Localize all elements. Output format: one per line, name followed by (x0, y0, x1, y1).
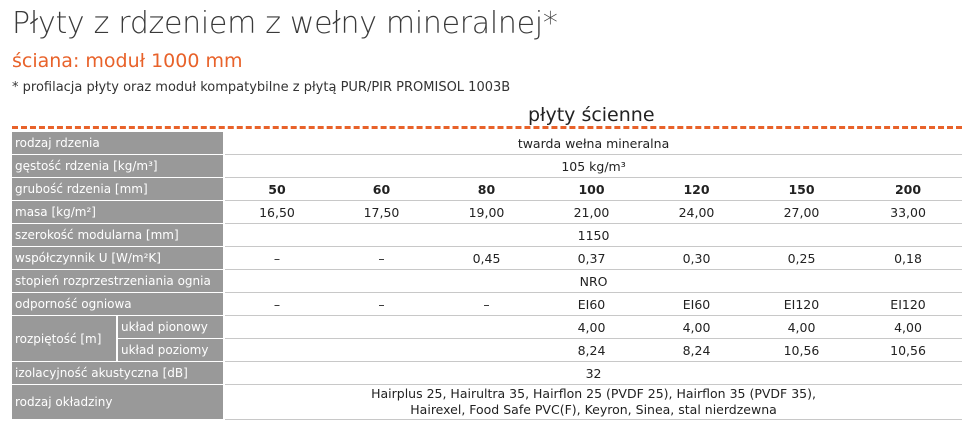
cell-value: twarda wełna mineralna (224, 132, 963, 155)
row-fire-resistance: odporność ogniowa – – – EI60 EI60 EI120 … (12, 292, 963, 316)
row-label: grubość rdzenia [mm] (12, 177, 225, 201)
cell-empty (224, 338, 539, 362)
cell-value: 19,00 (434, 200, 539, 224)
cell-value: 0,37 (539, 246, 644, 270)
cell-value: 1150 (224, 223, 963, 247)
row-label: stopień rozprzestrzeniania ognia (12, 269, 225, 293)
cell-value: 0,18 (854, 246, 963, 270)
row-label: rodzaj okładziny (12, 384, 225, 420)
cell-value: EI120 (854, 292, 963, 316)
cell-value: – (329, 292, 434, 316)
cell-value: 0,25 (749, 246, 854, 270)
page-title: Płyty z rdzeniem z wełny mineralnej* (12, 6, 558, 41)
cell-value: – (434, 292, 539, 316)
cell-value: EI60 (539, 292, 644, 316)
row-label: gęstość rdzenia [kg/m³] (12, 154, 225, 178)
cell-value: 4,00 (644, 315, 749, 339)
cell-value: 80 (434, 177, 539, 201)
cladding-line-1: Hairplus 25, Hairultra 35, Hairflon 25 (… (371, 386, 816, 401)
row-label: szerokość modularna [mm] (12, 223, 225, 247)
cell-value: 4,00 (749, 315, 854, 339)
cell-value: EI60 (644, 292, 749, 316)
row-core-type: rodzaj rdzenia twarda wełna mineralna (12, 132, 963, 155)
cell-value: 16,50 (224, 200, 329, 224)
cell-value: 200 (854, 177, 963, 201)
page-subtitle: ściana: moduł 1000 mm (12, 50, 243, 72)
cell-value: EI120 (749, 292, 854, 316)
cell-value: 60 (329, 177, 434, 201)
cell-empty (224, 315, 539, 339)
row-fire-spread: stopień rozprzestrzeniania ognia NRO (12, 269, 963, 293)
cell-value: 150 (749, 177, 854, 201)
dashed-divider (12, 126, 962, 129)
footnote: * profilacja płyty oraz moduł kompatybil… (12, 80, 511, 95)
row-density: gęstość rdzenia [kg/m³] 105 kg/m³ (12, 154, 963, 178)
cell-value: 0,45 (434, 246, 539, 270)
row-modular-width: szerokość modularna [mm] 1150 (12, 223, 963, 247)
cell-value: Hairplus 25, Hairultra 35, Hairflon 25 (… (224, 384, 963, 420)
cell-value: 33,00 (854, 200, 963, 224)
cell-value: 100 (539, 177, 644, 201)
cell-value: – (224, 292, 329, 316)
cell-value: 105 kg/m³ (224, 154, 963, 178)
sub-label: układ pionowy (117, 315, 225, 339)
cell-value: NRO (224, 269, 963, 293)
cell-value: 32 (224, 361, 963, 385)
cell-value: 10,56 (854, 338, 963, 362)
cell-value: – (329, 246, 434, 270)
row-thickness: grubość rdzenia [mm] 50 60 80 100 120 15… (12, 177, 963, 201)
row-label: współczynnik U [W/m²K] (12, 246, 225, 270)
row-span-horizontal: układ poziomy 8,24 8,24 10,56 10,56 (12, 338, 963, 362)
cell-value: 50 (224, 177, 329, 201)
cell-value: 8,24 (644, 338, 749, 362)
section-heading: płyty ścienne (528, 104, 655, 126)
row-acoustic: izolacyjność akustyczna [dB] 32 (12, 361, 963, 385)
cell-value: 27,00 (749, 200, 854, 224)
cell-value: 120 (644, 177, 749, 201)
row-label: masa [kg/m²] (12, 200, 225, 224)
cell-value: 21,00 (539, 200, 644, 224)
cell-value: 0,30 (644, 246, 749, 270)
row-u-value: współczynnik U [W/m²K] – – 0,45 0,37 0,3… (12, 246, 963, 270)
spec-table: rodzaj rdzenia twarda wełna mineralna gę… (12, 132, 963, 420)
row-label: odporność ogniowa (12, 292, 225, 316)
row-mass: masa [kg/m²] 16,50 17,50 19,00 21,00 24,… (12, 200, 963, 224)
row-label: rodzaj rdzenia (12, 132, 225, 155)
row-cladding: rodzaj okładziny Hairplus 25, Hairultra … (12, 384, 963, 420)
cell-value: 8,24 (539, 338, 644, 362)
row-label: izolacyjność akustyczna [dB] (12, 361, 225, 385)
cell-value: 4,00 (854, 315, 963, 339)
row-label: rozpiętość [m] (12, 315, 118, 362)
row-span-vertical: rozpiętość [m] układ pionowy 4,00 4,00 4… (12, 315, 963, 362)
cladding-line-2: Hairexel, Food Safe PVC(F), Keyron, Sine… (410, 402, 777, 417)
sub-label: układ poziomy (117, 338, 225, 362)
cell-value: – (224, 246, 329, 270)
cell-value: 4,00 (539, 315, 644, 339)
cell-value: 17,50 (329, 200, 434, 224)
cell-value: 10,56 (749, 338, 854, 362)
cell-value: 24,00 (644, 200, 749, 224)
